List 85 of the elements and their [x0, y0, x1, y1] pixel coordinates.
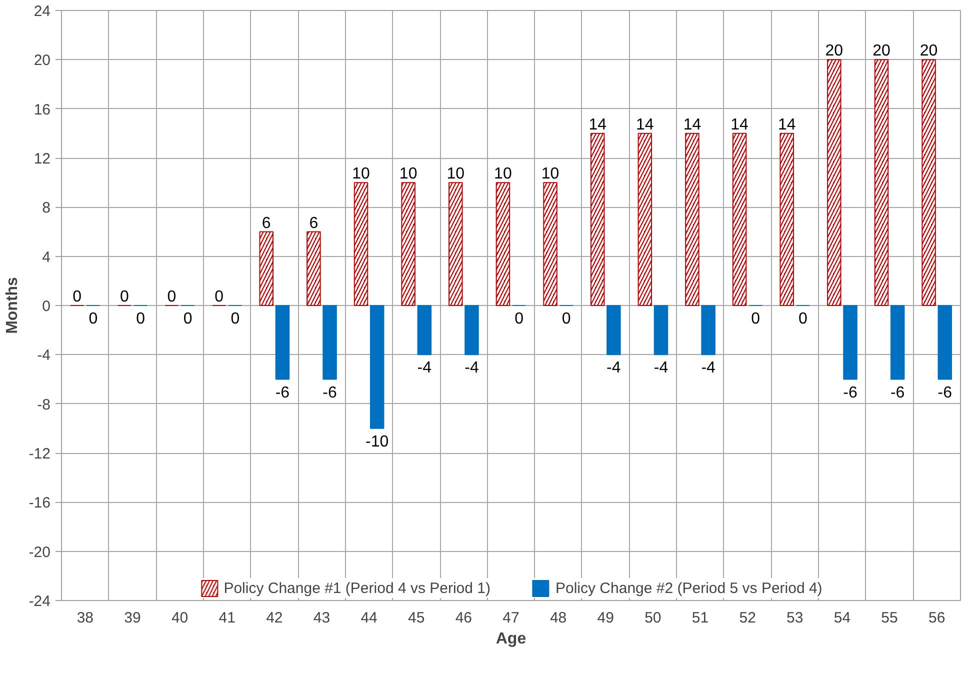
x-tick-label: 46	[455, 610, 472, 626]
x-tick-label: 52	[739, 610, 756, 626]
x-tick-label: 49	[597, 610, 614, 626]
bar	[417, 305, 432, 356]
bar	[843, 305, 858, 380]
x-tick-label: 56	[928, 610, 946, 626]
data-label: 0	[562, 310, 571, 328]
x-axis-title: Age	[496, 630, 526, 648]
data-label: 0	[120, 288, 129, 306]
data-label: -10	[366, 433, 389, 450]
x-tick-label: 42	[266, 610, 283, 626]
bar	[370, 305, 384, 429]
data-label: 0	[136, 310, 146, 328]
legend-label: Policy Change #2 (Period 5 vs Period 4)	[556, 580, 822, 596]
x-tick-label: 41	[218, 610, 236, 626]
y-tick-label: 16	[34, 101, 51, 118]
y-tick-label: 20	[34, 52, 51, 70]
y-tick-label: 0	[42, 298, 50, 315]
data-label: 14	[636, 116, 654, 134]
data-label: 0	[751, 310, 760, 328]
bar	[322, 305, 337, 380]
y-tick-label: -12	[28, 446, 51, 462]
y-tick-label: -24	[28, 593, 51, 610]
data-label: 20	[872, 42, 890, 60]
x-tick-label: 54	[834, 610, 851, 626]
y-axis-title: Months	[4, 276, 21, 334]
data-label: 0	[214, 288, 224, 306]
data-label: 0	[230, 310, 240, 328]
x-tick-label: 50	[644, 610, 662, 626]
bar	[275, 305, 290, 380]
bar	[890, 305, 905, 380]
y-tick-label: 24	[34, 3, 51, 20]
data-label: 14	[683, 116, 702, 134]
data-label: -4	[654, 360, 668, 377]
data-label: 10	[541, 166, 560, 183]
data-label: 10	[352, 166, 370, 183]
x-tick-label: 45	[408, 610, 425, 626]
x-tick-label: 55	[881, 610, 898, 626]
y-tick-label: -8	[37, 396, 51, 414]
x-tick-label: 40	[171, 610, 188, 626]
x-tick-label: 39	[124, 610, 141, 626]
data-label: 0	[72, 288, 82, 306]
data-label: 0	[183, 310, 192, 328]
data-label: 10	[399, 166, 418, 183]
x-tick-label: 48	[550, 610, 567, 626]
data-label: 6	[262, 214, 271, 232]
data-label: 10	[446, 166, 465, 183]
data-label: 0	[88, 310, 98, 328]
legend-label: Policy Change #1 (Period 4 vs Period 1)	[224, 580, 490, 596]
x-tick-label: 38	[76, 610, 94, 626]
data-label: -6	[890, 384, 905, 402]
bar	[606, 305, 621, 356]
bar	[701, 305, 716, 356]
data-label: 0	[514, 310, 524, 328]
data-label: 0	[798, 310, 808, 328]
data-label: -4	[417, 360, 432, 377]
data-label: -6	[938, 384, 952, 402]
y-tick-label: -20	[28, 544, 51, 561]
bar	[938, 305, 952, 380]
y-tick-label: -16	[28, 494, 51, 512]
bar	[654, 305, 668, 356]
y-tick-label: 8	[42, 200, 50, 217]
data-label: 14	[730, 116, 749, 134]
x-tick-label: 47	[502, 610, 520, 626]
x-tick-label: 44	[360, 610, 378, 626]
x-tick-label: 53	[786, 610, 804, 626]
data-label: 20	[920, 42, 938, 60]
y-tick-label: 12	[34, 150, 51, 168]
data-label: 14	[778, 116, 796, 134]
data-label: 14	[588, 116, 607, 134]
x-tick-label: 43	[313, 610, 330, 626]
x-tick-label: 51	[692, 610, 709, 626]
data-label: 6	[309, 214, 318, 232]
data-label: -4	[606, 360, 621, 377]
data-label: -6	[275, 384, 290, 402]
data-label: 10	[494, 166, 512, 183]
data-label: -4	[464, 360, 479, 377]
y-tick-label: -4	[37, 347, 51, 364]
bar	[464, 305, 479, 356]
data-label: -6	[843, 384, 858, 402]
data-label: -6	[322, 384, 337, 402]
y-tick-label: 4	[42, 248, 50, 266]
data-label: 0	[167, 288, 176, 306]
data-label: 20	[825, 42, 844, 60]
data-label: -4	[701, 360, 716, 377]
